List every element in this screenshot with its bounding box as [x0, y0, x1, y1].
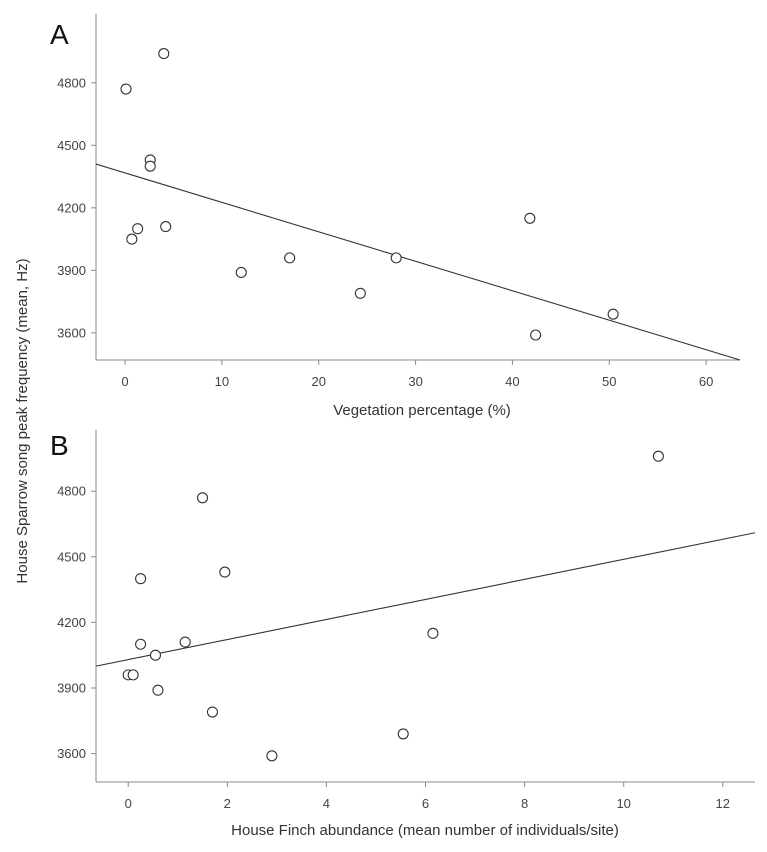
panel-b-y-ticks: 3600 3900 4200 4500 4800: [57, 484, 96, 761]
panel-a-y-tick-label: 3600: [57, 325, 86, 340]
panel-b-x-tick-label: 2: [224, 796, 231, 811]
panel-b-x-tick-label: 6: [422, 796, 429, 811]
panel-b-y-tick-label: 3900: [57, 680, 86, 695]
panel-b-data-point: [196, 492, 209, 504]
panel-a-letter: A: [50, 19, 69, 50]
panel-b-data-point: [652, 450, 664, 462]
panel-a-data-point: [524, 212, 536, 224]
panel-a-data-point: [607, 308, 619, 320]
panel-b-data-point: [266, 750, 278, 762]
panel-a-fit-line: [95, 163, 741, 361]
panel-b-y-tick-label: 4200: [57, 615, 86, 630]
panel-b-data-point: [179, 636, 191, 648]
panel-b-data-point: [135, 638, 147, 650]
panel-b-y-tick-label: 3600: [57, 746, 86, 761]
panel-b-y-tick-label: 4800: [57, 484, 86, 499]
panel-b-data-point: [206, 706, 218, 718]
panel-a-data-point: [132, 223, 144, 235]
panel-a-marks: [95, 48, 741, 361]
panel-a-data-point: [235, 266, 247, 279]
panel-a-data-point: [354, 287, 366, 299]
panel-a-x-tick-label: 0: [121, 374, 128, 389]
panel-a-x-tick-label: 60: [699, 374, 713, 389]
panel-b-letter: B: [50, 430, 69, 461]
panel-b-x-tick-label: 8: [521, 796, 528, 811]
panel-a-data-point: [144, 160, 156, 172]
panel-a-data-point: [158, 48, 170, 60]
panel-b-data-point: [135, 573, 147, 585]
panel-a-data-point: [120, 83, 132, 95]
panel-b-x-tick-label: 12: [716, 796, 730, 811]
panel-b-fit-line: [95, 532, 756, 667]
panel-b-data-point: [427, 627, 439, 639]
panel-b-x-axis-title: House Finch abundance (mean number of in…: [231, 822, 619, 839]
panel-b-x-tick-label: 0: [125, 796, 132, 811]
panel-b-x-tick-label: 4: [323, 796, 330, 811]
panel-b-data-point: [149, 649, 162, 661]
panel-b-x-ticks: 0 2 4 6 8 10 12: [125, 782, 730, 811]
panel-a-x-axis-title: Vegetation percentage (%): [333, 402, 511, 419]
panel-a-data-point: [160, 221, 172, 233]
panel-b-marks: [95, 450, 756, 762]
panel-b-y-tick-label: 4500: [57, 549, 86, 564]
panel-a-y-tick-label: 3900: [57, 263, 86, 278]
panel-a-y-tick-label: 4800: [57, 75, 86, 90]
panel-a-x-tick-label: 20: [312, 374, 326, 389]
panel-a-data-point: [126, 233, 138, 245]
y-axis-title: House Sparrow song peak frequency (mean,…: [14, 258, 31, 583]
panel-a-y-tick-label: 4200: [57, 200, 86, 215]
panel-a-x-tick-label: 10: [215, 374, 229, 389]
panel-a-x-ticks: 0 10 20 30 40 50 60: [121, 360, 713, 389]
panel-a-data-point: [530, 329, 542, 341]
panel-a-data-point: [390, 252, 402, 264]
panel-b-data-point: [127, 669, 139, 681]
panel-a-x-tick-label: 50: [602, 374, 616, 389]
panel-a-y-ticks: 3600 3900 4200 4500 4800: [57, 75, 96, 340]
panel-a-x-tick-label: 40: [505, 374, 519, 389]
panel-b: B House Finch abundance (mean number of …: [50, 430, 756, 839]
panel-b-x-tick-label: 10: [616, 796, 630, 811]
panel-a-x-tick-label: 30: [408, 374, 422, 389]
panel-b-data-point: [397, 728, 409, 740]
panel-a-data-point: [284, 252, 296, 264]
panel-a-y-tick-label: 4500: [57, 138, 86, 153]
panel-a: A Vegetation percentage (%) 3600 3900 4200…: [50, 14, 741, 419]
panel-b-data-point: [219, 566, 231, 578]
panel-b-data-point: [152, 684, 164, 696]
